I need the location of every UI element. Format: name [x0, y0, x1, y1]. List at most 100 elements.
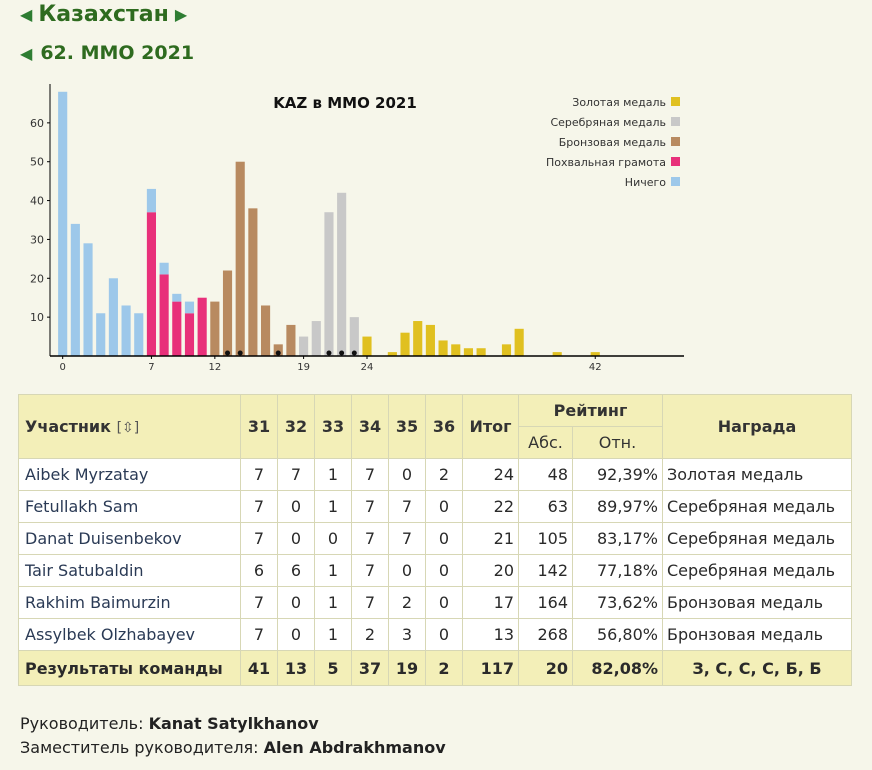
abs-rank: 142 — [518, 554, 573, 587]
header-rel[interactable]: Отн. — [572, 426, 663, 459]
x-tick-label: 0 — [59, 362, 65, 373]
rel-rank: 89,97% — [572, 490, 663, 523]
team-marker — [275, 350, 281, 356]
team-marker — [326, 350, 332, 356]
problem-score: 7 — [351, 554, 389, 587]
problem-score: 7 — [240, 522, 278, 555]
rel-rank: 77,18% — [572, 554, 663, 587]
problem-score: 2 — [388, 586, 426, 619]
bar — [260, 305, 271, 356]
bar — [324, 212, 334, 356]
problem-score: 0 — [277, 586, 315, 619]
header-problem[interactable]: 33 — [314, 394, 352, 459]
bar — [311, 321, 321, 356]
header-problem[interactable]: 35 — [388, 394, 426, 459]
header-problem[interactable]: 31 — [240, 394, 278, 459]
problem-score: 0 — [388, 554, 426, 587]
y-tick-label: 50 — [30, 156, 44, 169]
bar — [590, 352, 600, 356]
participant-name[interactable]: Fetullakh Sam — [18, 490, 241, 523]
problem-score: 7 — [388, 522, 426, 555]
problem-score: 7 — [240, 458, 278, 491]
leader-line: Руководитель: Kanat Satylkhanov — [20, 714, 319, 733]
participant-name[interactable]: Assylbek Olzhabayev — [18, 618, 241, 651]
prev-event-arrow-icon[interactable]: ◀ — [20, 43, 33, 63]
prev-arrow-icon[interactable]: ◀ — [20, 5, 33, 24]
problem-score: 7 — [351, 522, 389, 555]
participant-name[interactable]: Rakhim Baimurzin — [18, 586, 241, 619]
bar — [83, 243, 93, 356]
participant-name[interactable]: Danat Duisenbekov — [18, 522, 241, 555]
deputy-line: Заместитель руководителя: Alen Abdrakhma… — [20, 738, 446, 757]
participant-name[interactable]: Aibek Myrzatay — [18, 458, 241, 491]
bar — [159, 262, 169, 275]
leader-name[interactable]: Kanat Satylkhanov — [148, 714, 319, 733]
bar — [184, 301, 195, 314]
bar — [387, 352, 397, 356]
award: Бронзовая медаль — [662, 586, 852, 619]
header-problem[interactable]: 34 — [351, 394, 389, 459]
problem-score: 7 — [351, 586, 389, 619]
problem-score: 2 — [425, 458, 463, 491]
country-title[interactable]: Казахстан — [38, 2, 169, 27]
team-marker — [351, 350, 357, 356]
rel-rank: 92,39% — [572, 458, 663, 491]
bar — [197, 297, 207, 356]
legend-swatch — [671, 117, 680, 126]
problem-score: 3 — [388, 618, 426, 651]
bar — [451, 344, 461, 356]
x-tick-label: 7 — [148, 362, 154, 373]
bar — [337, 192, 347, 356]
bar — [222, 270, 233, 356]
y-tick-label: 30 — [30, 233, 44, 246]
participant-name[interactable]: Tair Satubaldin — [18, 554, 241, 587]
problem-score: 7 — [351, 490, 389, 523]
sort-icon[interactable]: [⇳] — [116, 420, 140, 436]
event-title[interactable]: 62. ММО 2021 — [40, 42, 195, 64]
next-arrow-icon[interactable]: ▶ — [174, 5, 188, 24]
bar — [286, 324, 296, 356]
bar — [438, 340, 448, 356]
leader-label: Руководитель: — [20, 714, 144, 733]
bar — [299, 336, 309, 356]
table-row: Assylbek Olzhabayev 7 0 1 2 3 0 13 268 56,80% Брон… — [18, 618, 852, 651]
abs-rank: 164 — [518, 586, 573, 619]
total-score: 21 — [462, 522, 519, 555]
problem-score: 1 — [314, 586, 352, 619]
bar — [121, 305, 131, 356]
legend-label: Бронзовая медаль — [559, 136, 666, 149]
problem-score: 7 — [388, 490, 426, 523]
total-score: 20 — [462, 554, 519, 587]
team-marker — [339, 350, 345, 356]
header-problem[interactable]: 32 — [277, 394, 315, 459]
bar — [514, 328, 524, 356]
header-participant[interactable]: Участник [⇳] — [18, 394, 241, 459]
header-abs[interactable]: Абс. — [518, 426, 573, 459]
problem-score: 0 — [425, 490, 463, 523]
legend-label: Золотая медаль — [572, 96, 666, 109]
bar — [146, 212, 157, 356]
total-score: 22 — [462, 490, 519, 523]
bar — [463, 348, 474, 356]
bar — [70, 223, 80, 356]
table-row: Aibek Myrzatay 7 7 1 7 0 2 24 48 92,39% Золотая ме… — [18, 458, 852, 491]
x-tick-label: 12 — [208, 362, 221, 373]
header-total[interactable]: Итог — [462, 394, 519, 459]
header-problem[interactable]: 36 — [425, 394, 463, 459]
award: Серебряная медаль — [662, 554, 852, 587]
problem-score: 0 — [425, 522, 463, 555]
problem-score: 6 — [240, 554, 278, 587]
deputy-label: Заместитель руководителя: — [20, 738, 259, 757]
header-award[interactable]: Награда — [662, 394, 852, 459]
table-row: Danat Duisenbekov 7 0 0 7 7 0 21 105 83,17% Серебр… — [18, 522, 852, 555]
team-rel: 82,08% — [572, 650, 663, 686]
rel-rank: 73,62% — [572, 586, 663, 619]
deputy-name[interactable]: Alen Abdrakhmanov — [263, 738, 446, 757]
y-tick-label: 40 — [30, 195, 44, 208]
bar — [134, 313, 144, 356]
header-participant-label: Участник — [25, 417, 111, 436]
header-rating: Рейтинг — [518, 394, 663, 427]
problem-score: 0 — [314, 522, 352, 555]
problem-score: 1 — [314, 554, 352, 587]
team-label: Результаты команды — [18, 650, 241, 686]
